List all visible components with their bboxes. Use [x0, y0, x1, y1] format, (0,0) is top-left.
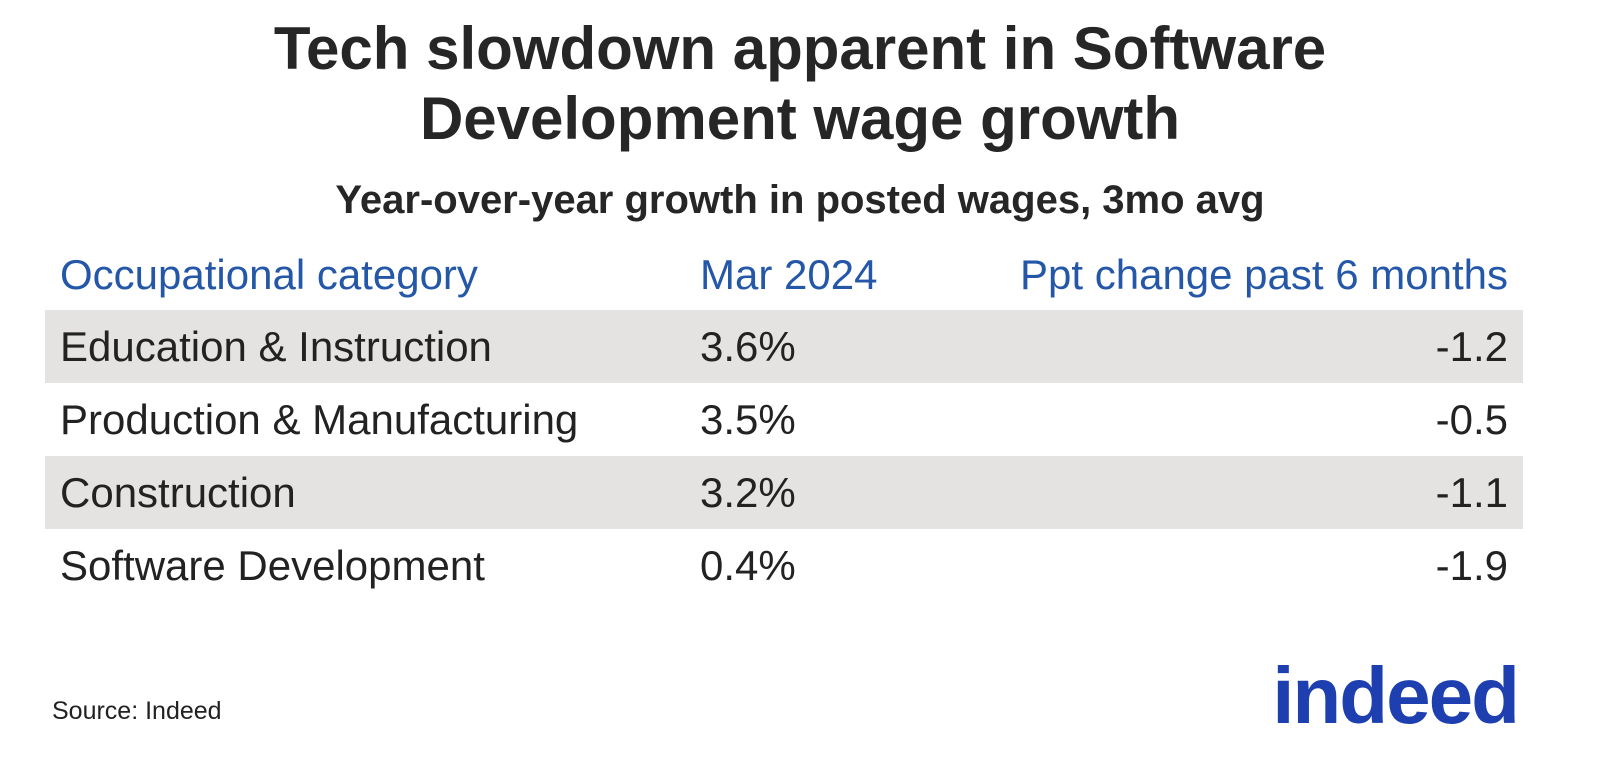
table-cell: -0.5 — [1435, 395, 1508, 443]
table-cell: 0.4% — [700, 541, 796, 589]
table-cell: Software Development — [60, 541, 485, 589]
header-row: Occupational category Mar 2024 Ppt change … — [45, 240, 1523, 310]
column-header: Occupational category — [60, 251, 478, 298]
table-cell: -1.2 — [945, 310, 1523, 383]
table-cell: Construction — [45, 456, 685, 529]
source: Source: Indeed — [52, 697, 222, 725]
table-row: Construction 3.2% -1.1 — [45, 456, 1523, 529]
table-row: Education & Instruction 3.6% -1.2 — [45, 310, 1523, 383]
table-row: Production & Manufacturing 3.5% -0.5 — [45, 383, 1523, 456]
table-cell: -1.9 — [1435, 541, 1508, 589]
table-cell: Education & Instruction — [45, 310, 685, 383]
table-cell: -1.1 — [945, 456, 1523, 529]
table-body: Education & Instruction 3.6% -1.2 Productio… — [45, 310, 1523, 602]
table-row: Software Development 0.4% -1.9 — [45, 529, 1523, 602]
table: Occupational category Mar 2024 Ppt change … — [45, 240, 1523, 602]
table-cell: Production & Manufacturing — [60, 395, 579, 443]
subtitle: Year-over-year growth in posted wages, 3… — [335, 178, 1265, 222]
column-header: Mar 2024 — [700, 251, 878, 298]
table-cell: 3.2% — [685, 456, 945, 529]
table-cell: 3.5% — [700, 395, 796, 443]
column-header: Ppt change past 6 months — [1020, 251, 1508, 298]
logo: indeed — [1272, 651, 1520, 740]
table-cell: 3.6% — [685, 310, 945, 383]
title: Tech slowdown apparent in Software Devel… — [273, 15, 1327, 152]
